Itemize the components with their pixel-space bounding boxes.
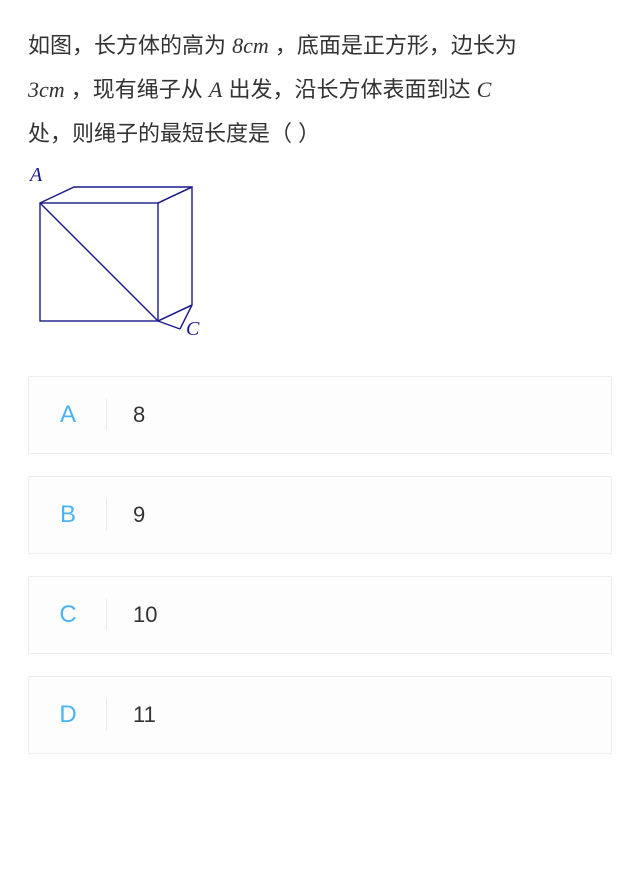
option-letter: C [29,601,107,629]
option-a[interactable]: A 8 [28,376,612,454]
option-d[interactable]: D 11 [28,676,612,754]
q-frag: ，现有绳子从 [65,77,209,102]
option-letter: A [29,401,107,429]
point-a: A [209,77,222,102]
q-frag: ，底面是正方形，边长为 [269,33,517,58]
height-value: 8 [232,33,243,58]
base-unit: cm [39,77,65,102]
cuboid-svg: C [28,185,208,345]
option-c[interactable]: C 10 [28,576,612,654]
figure-label-c: C [186,318,200,340]
figure-label-a: A [30,164,612,187]
option-text: 8 [107,402,145,428]
base-value: 3 [28,77,39,102]
option-text: 9 [107,502,145,528]
option-text: 10 [107,602,157,628]
question-text: 如图，长方体的高为 8cm ，底面是正方形，边长为 3cm ，现有绳子从 A 出… [28,24,612,156]
option-letter: D [29,701,107,729]
cuboid-figure: A C [28,164,612,350]
q-frag: 如图，长方体的高为 [28,33,232,58]
option-b[interactable]: B 9 [28,476,612,554]
option-text: 11 [107,702,156,728]
options-list: A 8 B 9 C 10 D 11 [28,376,612,754]
q-frag: 出发，沿长方体表面到达 [222,77,476,102]
point-c: C [477,77,492,102]
option-letter: B [29,501,107,529]
q-frag: 处，则绳子的最短长度是（ ） [28,121,320,146]
height-unit: cm [243,33,269,58]
